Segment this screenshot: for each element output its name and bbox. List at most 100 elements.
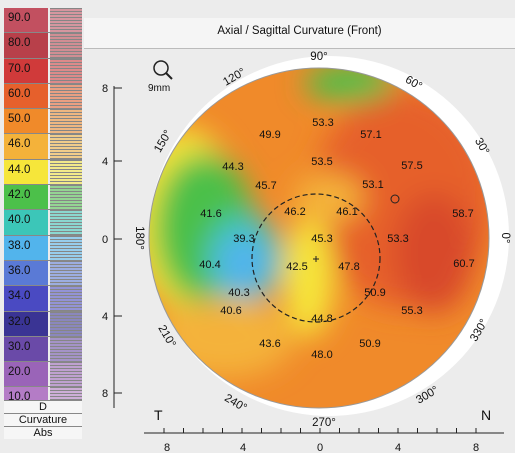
y-tick-label: 0 — [102, 234, 108, 246]
scale-swatch — [4, 109, 48, 134]
scale-step: 60.0 — [4, 83, 82, 110]
scale-step: 46.0 — [4, 134, 82, 160]
curvature-value: 40.4 — [199, 259, 220, 271]
curvature-value: 43.6 — [259, 338, 280, 350]
scale-step: 20.0 — [4, 362, 82, 388]
scale-swatch — [4, 185, 48, 210]
angle-label: 90° — [310, 51, 327, 63]
scale-swatch — [4, 83, 48, 109]
curvature-map[interactable]: 8 4 0 4 8 8 4 0 4 8 9mm 90° 60° 30° 0° 3… — [84, 48, 515, 453]
scale-ticks — [50, 260, 82, 286]
scale-value-label: 38.0 — [8, 239, 31, 252]
apex-marker — [390, 194, 400, 204]
y-tick-label: 8 — [102, 388, 108, 400]
scale-unit-label: D — [4, 400, 82, 413]
x-tick-label: 8 — [164, 442, 170, 453]
zoom-label: 9mm — [148, 83, 170, 94]
scale-step: 38.0 — [4, 235, 82, 261]
curvature-value: 40.6 — [220, 305, 241, 317]
scale-ticks — [50, 311, 82, 336]
scale-value-label: 40.0 — [8, 214, 31, 227]
scale-value-label: 80.0 — [8, 37, 31, 50]
angle-label: 240° — [222, 392, 249, 414]
scale-swatch — [4, 235, 48, 260]
curvature-value: 48.0 — [311, 349, 332, 361]
scale-step: 36.0 — [4, 260, 82, 287]
curvature-value: 57.1 — [360, 129, 381, 141]
scale-value-label: 46.0 — [8, 138, 31, 151]
curvature-value: 45.7 — [255, 180, 276, 192]
scale-step: 34.0 — [4, 286, 82, 312]
scale-step: 44.0 — [4, 159, 82, 186]
curvature-value: 53.3 — [312, 117, 333, 129]
scale-ticks — [50, 185, 82, 210]
scale-swatch — [4, 58, 48, 83]
scale-swatch — [4, 336, 48, 362]
color-scale-legend: 90.0 80.0 70.0 60.0 50.0 46.0 44.0 42.0 40.0 38.0… — [4, 8, 82, 413]
curvature-value: 45.3 — [311, 233, 332, 245]
scale-value-label: 44.0 — [8, 163, 31, 176]
scale-step: 50.0 — [4, 109, 82, 135]
scale-swatch — [4, 134, 48, 159]
scale-type-label: Curvature — [4, 413, 82, 426]
scale-ticks — [50, 8, 82, 33]
map-title-bar: Axial / Sagittal Curvature (Front) — [84, 18, 515, 49]
map-title: Axial / Sagittal Curvature (Front) — [217, 25, 382, 37]
scale-step: 90.0 — [4, 8, 82, 34]
scale-ticks — [50, 286, 82, 311]
pupil-outline — [251, 193, 381, 323]
curvature-value: 47.8 — [338, 261, 359, 273]
angle-label: 0° — [499, 233, 511, 244]
curvature-value: 40.3 — [228, 287, 249, 299]
scale-value-label: 30.0 — [8, 340, 31, 353]
scale-value-label: 50.0 — [8, 113, 31, 126]
angle-label: 180° — [133, 226, 145, 250]
scale-swatch — [4, 286, 48, 311]
curvature-value: 50.9 — [364, 287, 385, 299]
curvature-value: 57.5 — [401, 160, 422, 172]
scale-value-label: 36.0 — [8, 264, 31, 277]
curvature-value: 39.3 — [233, 233, 254, 245]
scale-swatch — [4, 159, 48, 185]
scale-mode-label: Abs — [4, 426, 82, 439]
scale-footer: D Curvature Abs — [4, 400, 82, 439]
scale-value-label: 90.0 — [8, 12, 31, 24]
heatmap — [149, 68, 489, 408]
scale-value-label: 60.0 — [8, 87, 31, 100]
curvature-value: 53.1 — [362, 179, 383, 191]
scale-swatch — [4, 362, 48, 387]
curvature-value: 53.3 — [387, 233, 408, 245]
scale-ticks — [50, 235, 82, 260]
scale-swatch — [4, 33, 48, 58]
scale-ticks — [50, 210, 82, 235]
curvature-value: 58.7 — [452, 208, 473, 220]
scale-step: 70.0 — [4, 58, 82, 84]
curvature-value: 44.8 — [311, 313, 332, 325]
scale-ticks — [50, 83, 82, 109]
scale-ticks — [50, 134, 82, 159]
curvature-value: 46.2 — [284, 206, 305, 218]
x-tick-label: 4 — [240, 442, 246, 453]
zoom-magnifier-icon[interactable] — [153, 60, 173, 80]
scale-step: 30.0 — [4, 336, 82, 363]
scale-step: 80.0 — [4, 33, 82, 59]
curvature-value: 41.6 — [200, 208, 221, 220]
scale-ticks — [50, 336, 82, 362]
scale-ticks — [50, 58, 82, 83]
scale-ticks — [50, 159, 82, 185]
x-tick-label: 4 — [395, 442, 401, 453]
scale-swatch — [4, 8, 48, 33]
scale-swatch — [4, 311, 48, 336]
curvature-value: 44.3 — [222, 161, 243, 173]
scale-value-label: 42.0 — [8, 189, 31, 202]
scale-value-label: 34.0 — [8, 290, 31, 303]
scale-swatch — [4, 260, 48, 286]
scale-swatch — [4, 210, 48, 235]
scale-value-label: 70.0 — [8, 62, 31, 75]
scale-value-label: 32.0 — [8, 315, 31, 328]
angle-label: 270° — [312, 417, 336, 429]
curvature-value: 50.9 — [359, 338, 380, 350]
curvature-value: 55.3 — [401, 305, 422, 317]
nasal-label: N — [481, 407, 491, 423]
curvature-value: 42.5 — [286, 261, 307, 273]
